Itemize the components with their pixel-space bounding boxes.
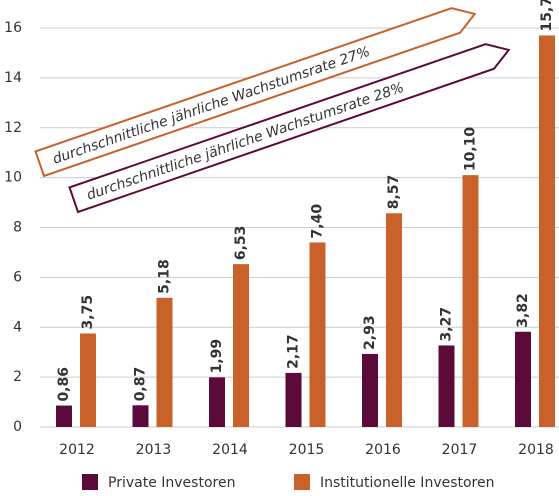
bar (156, 297, 173, 427)
banner-shape (34, 7, 477, 178)
value-label: 1,99 (209, 339, 225, 374)
bar (209, 377, 225, 427)
bar (539, 35, 555, 427)
value-label: 3,75 (80, 295, 96, 330)
x-tick-label: 2014 (212, 442, 248, 458)
value-label: 7,40 (310, 204, 326, 239)
value-label: 0,86 (56, 367, 72, 402)
y-tick-label: 4 (13, 319, 22, 335)
bar (462, 175, 479, 427)
legend-swatch (294, 474, 310, 490)
y-tick-label: 12 (4, 120, 22, 136)
legend-label: Private Investoren (108, 475, 235, 491)
x-tick-label: 2018 (518, 442, 554, 458)
x-tick-label: 2015 (289, 442, 325, 458)
bar (285, 372, 302, 427)
bar (80, 333, 96, 427)
value-label: 3,27 (439, 307, 455, 342)
bar (362, 353, 378, 427)
value-label: 3,82 (515, 293, 531, 328)
value-label: 6,53 (233, 226, 249, 261)
bar (233, 264, 249, 427)
legend-swatch (82, 474, 98, 490)
x-tick-label: 2017 (442, 442, 478, 458)
bar (515, 331, 531, 427)
value-label: 8,57 (386, 175, 402, 210)
bar (438, 345, 455, 427)
bar (386, 213, 402, 427)
x-tick-label: 2012 (59, 442, 95, 458)
y-tick-label: 2 (13, 369, 22, 385)
x-tick-label: 2013 (136, 442, 172, 458)
y-tick-label: 14 (4, 70, 22, 86)
y-tick-label: 8 (13, 220, 22, 236)
legend-label: Institutionelle Investoren (320, 475, 495, 491)
bar (309, 242, 326, 427)
bar (56, 405, 72, 427)
value-label: 15,70 (539, 0, 555, 31)
bar (132, 405, 149, 427)
value-label: 2,17 (286, 334, 302, 369)
value-label: 2,93 (362, 315, 378, 350)
y-tick-label: 16 (4, 20, 22, 36)
value-label: 10,10 (463, 127, 479, 172)
y-tick-label: 0 (13, 419, 22, 435)
banner-shape (68, 43, 511, 214)
value-label: 5,18 (157, 259, 173, 294)
y-tick-label: 10 (4, 170, 22, 186)
x-tick-label: 2016 (365, 442, 401, 458)
value-label: 0,87 (133, 367, 149, 402)
y-tick-label: 6 (13, 269, 22, 285)
